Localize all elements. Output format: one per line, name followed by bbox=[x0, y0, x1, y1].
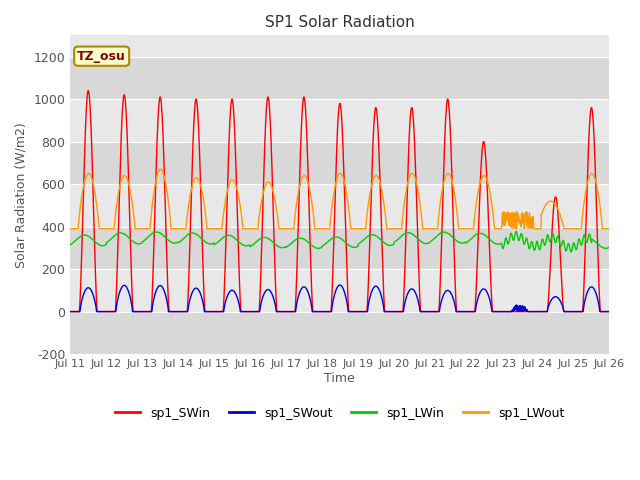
sp1_SWout bbox=[497, 309, 504, 314]
sp1_LWin bbox=[367, 232, 375, 238]
Line: sp1_SWout: sp1_SWout bbox=[70, 285, 609, 312]
sp1_LWin bbox=[217, 237, 225, 242]
sp1_LWout bbox=[558, 218, 566, 224]
Bar bbox=[70, 269, 609, 312]
sp1_SWout bbox=[336, 282, 344, 288]
sp1_SWout bbox=[217, 309, 225, 314]
Bar bbox=[70, 184, 609, 227]
sp1_SWout bbox=[605, 309, 613, 314]
sp1_LWin bbox=[355, 240, 363, 246]
sp1_SWin bbox=[558, 287, 566, 292]
Bar bbox=[70, 99, 609, 142]
X-axis label: Time: Time bbox=[324, 372, 355, 385]
sp1_SWout bbox=[558, 302, 566, 308]
Title: SP1 Solar Radiation: SP1 Solar Radiation bbox=[265, 15, 415, 30]
sp1_LWout bbox=[157, 167, 164, 172]
sp1_LWin bbox=[567, 249, 575, 255]
Legend: sp1_SWin, sp1_SWout, sp1_LWin, sp1_LWout: sp1_SWin, sp1_SWout, sp1_LWin, sp1_LWout bbox=[110, 402, 570, 425]
sp1_LWin bbox=[67, 242, 74, 248]
sp1_LWin bbox=[512, 228, 520, 234]
Line: sp1_SWin: sp1_SWin bbox=[70, 91, 609, 312]
sp1_SWin bbox=[356, 309, 364, 314]
Bar bbox=[70, 142, 609, 184]
sp1_LWin bbox=[605, 244, 613, 250]
Bar bbox=[70, 312, 609, 354]
sp1_SWin bbox=[84, 88, 92, 94]
sp1_SWin bbox=[217, 309, 225, 314]
sp1_SWin bbox=[605, 309, 613, 314]
sp1_SWout bbox=[67, 309, 74, 314]
Bar bbox=[70, 57, 609, 99]
sp1_LWout bbox=[497, 226, 504, 231]
sp1_SWout bbox=[367, 290, 375, 296]
sp1_SWin bbox=[497, 309, 504, 314]
sp1_LWout bbox=[67, 226, 74, 231]
sp1_SWin bbox=[67, 309, 74, 314]
sp1_SWin bbox=[573, 309, 581, 314]
sp1_LWout bbox=[217, 226, 225, 231]
Text: TZ_osu: TZ_osu bbox=[77, 49, 126, 63]
sp1_LWout bbox=[356, 226, 364, 231]
sp1_SWout bbox=[356, 309, 364, 314]
sp1_LWin bbox=[573, 244, 581, 250]
sp1_LWout bbox=[367, 184, 375, 190]
Line: sp1_LWin: sp1_LWin bbox=[70, 231, 609, 252]
Line: sp1_LWout: sp1_LWout bbox=[70, 169, 609, 228]
sp1_LWout bbox=[573, 226, 581, 231]
sp1_LWin bbox=[558, 240, 566, 246]
sp1_LWout bbox=[605, 226, 613, 231]
sp1_LWin bbox=[497, 241, 504, 247]
Bar bbox=[70, 227, 609, 269]
sp1_SWout bbox=[573, 309, 581, 314]
Y-axis label: Solar Radiation (W/m2): Solar Radiation (W/m2) bbox=[15, 122, 28, 267]
sp1_SWin bbox=[367, 191, 375, 197]
